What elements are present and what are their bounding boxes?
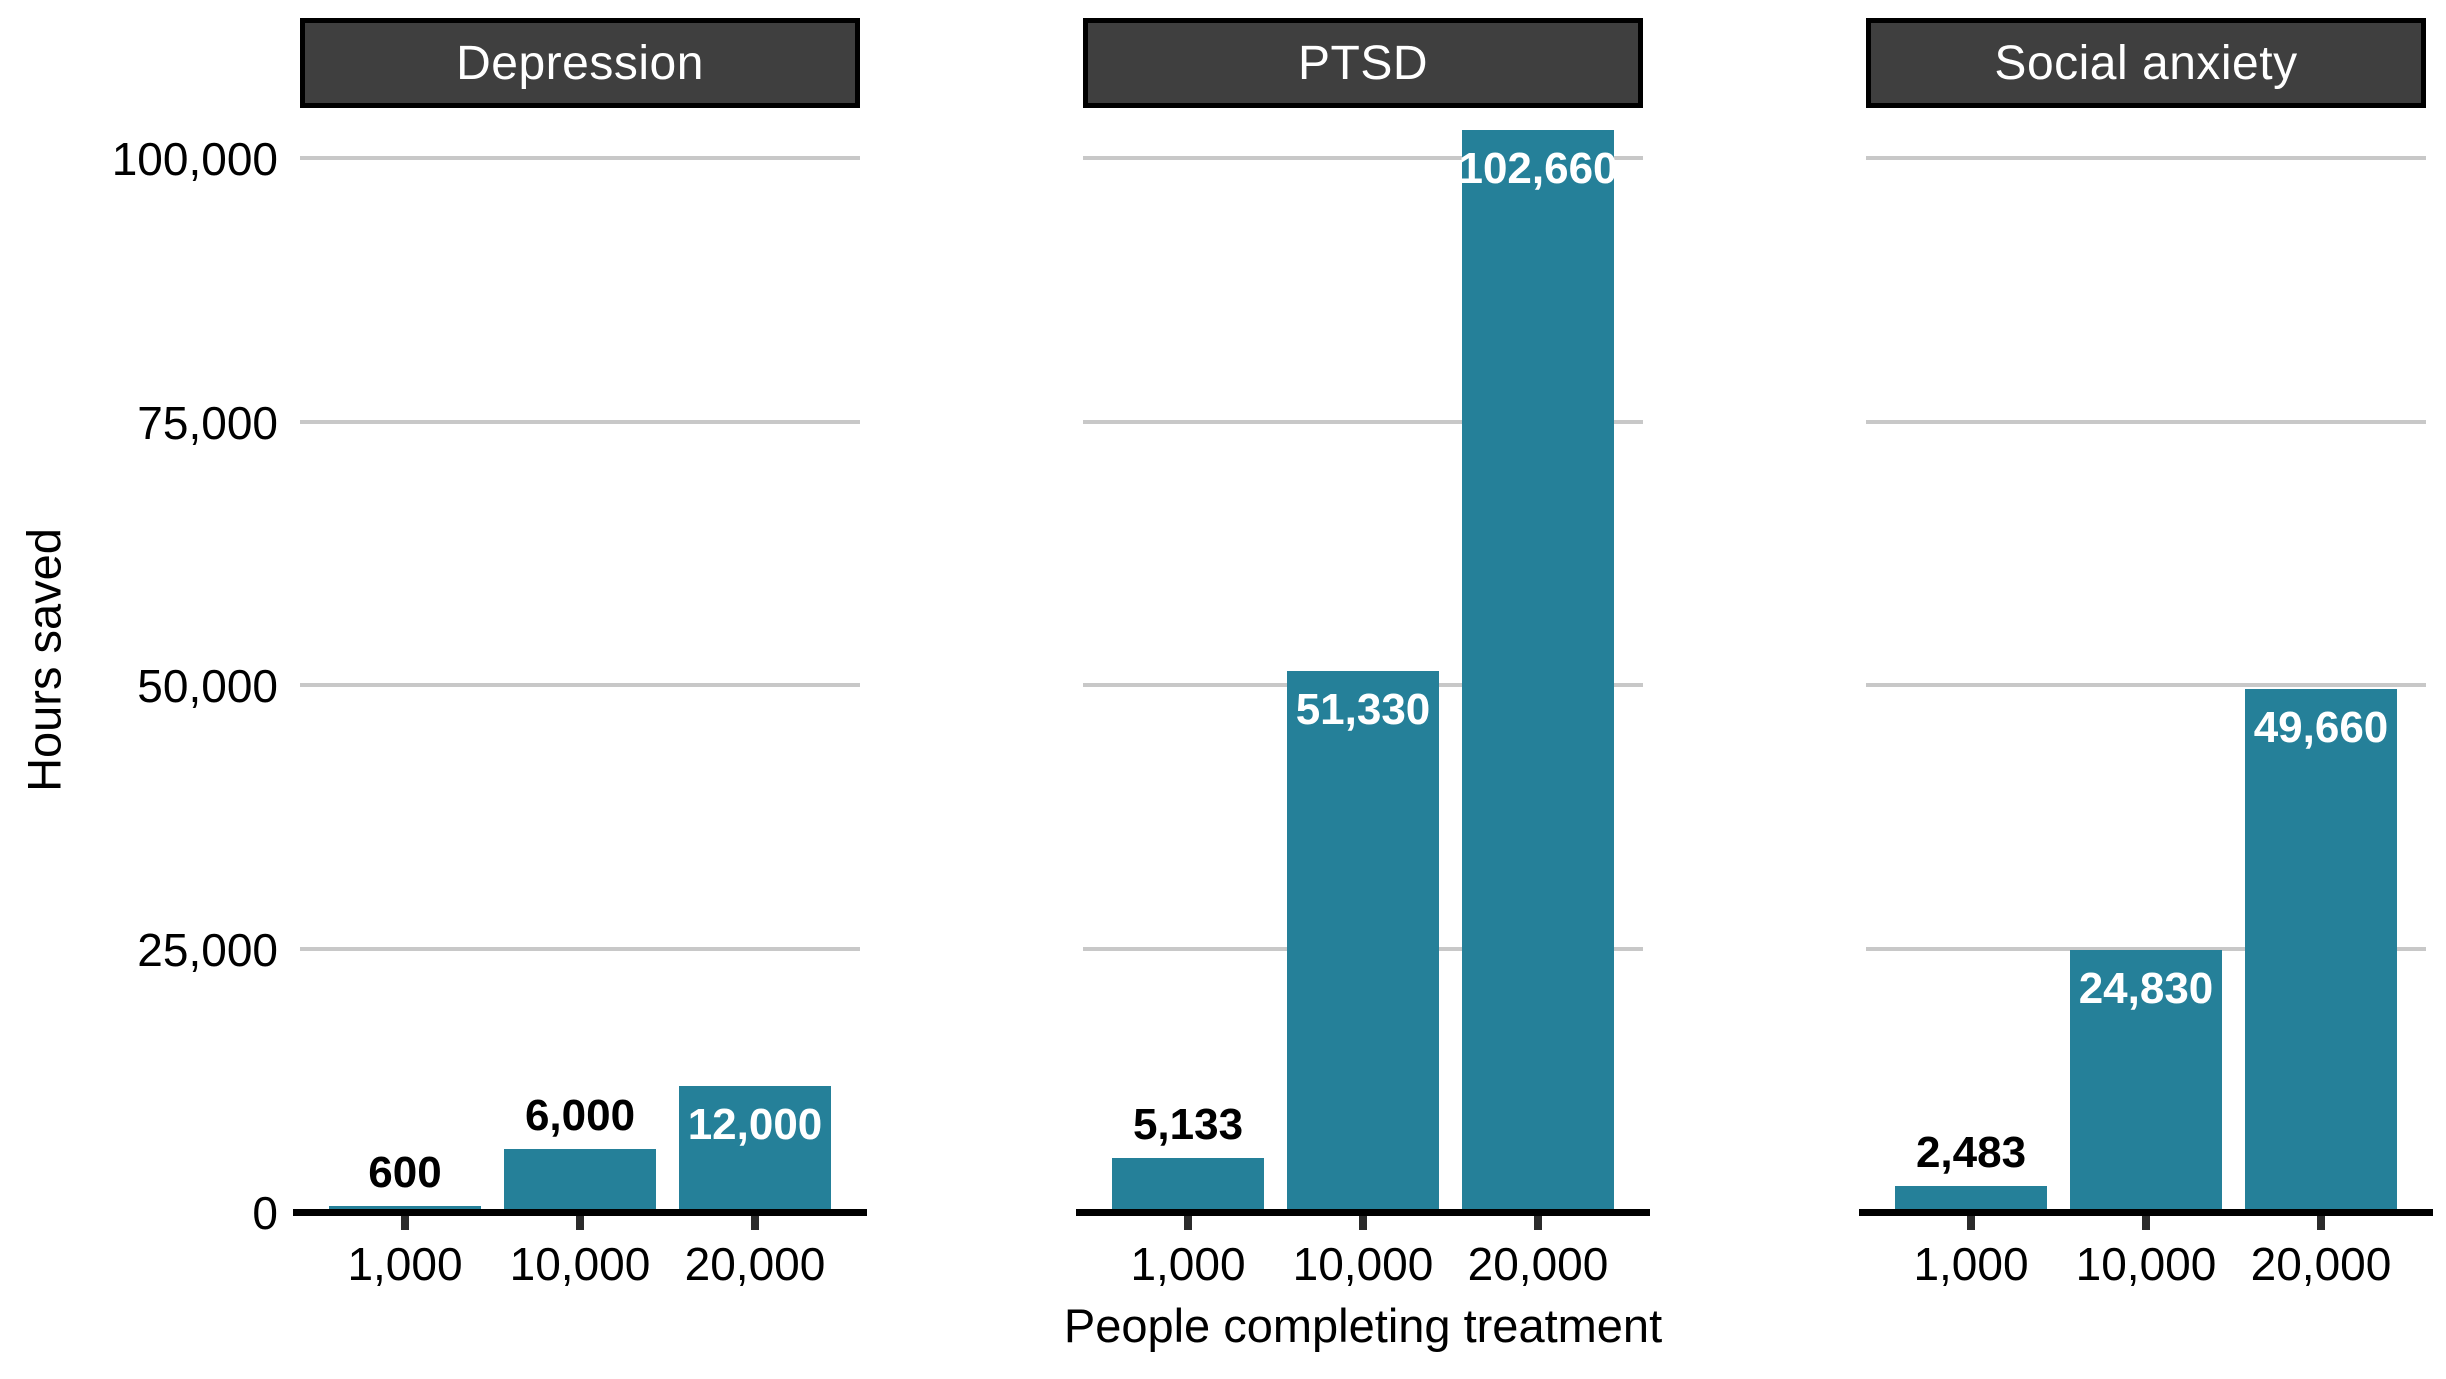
facet-plot-area: 600 6,000 12,000 [300, 108, 860, 1212]
x-tick-mark [2317, 1216, 2325, 1230]
x-tick-label: 20,000 [1467, 1238, 1609, 1290]
x-tick-label: 1,000 [347, 1238, 463, 1290]
bar [2245, 688, 2397, 1212]
bar [1112, 1157, 1264, 1212]
bar-value-label: 102,660 [1458, 143, 1618, 193]
bar [1462, 129, 1614, 1212]
x-tick-label: 1,000 [1130, 1238, 1246, 1290]
y-gridline [1866, 419, 2426, 424]
x-tick-label: 20,000 [684, 1238, 826, 1290]
bar-value-label: 6,000 [524, 1090, 636, 1140]
facet-strip: PTSD [1083, 18, 1643, 108]
x-tick-mark [1184, 1216, 1192, 1230]
x-tick-mark [576, 1216, 584, 1230]
x-tick-mark [1967, 1216, 1975, 1230]
x-tick-mark [2142, 1216, 2150, 1230]
x-axis-line [1859, 1209, 2433, 1216]
facet-plot-area: 5,133 51,330 102,660 [1083, 108, 1643, 1212]
y-gridline [1866, 683, 2426, 687]
bar [1895, 1185, 2047, 1212]
x-tick-mark [751, 1216, 759, 1230]
x-tick-mark [1534, 1216, 1542, 1230]
y-tick-label: 50,000 [137, 660, 278, 712]
bar [504, 1148, 656, 1212]
y-gridline [300, 419, 860, 424]
facet-plot-area: 2,483 24,830 49,660 [1866, 108, 2426, 1212]
bar [1287, 670, 1439, 1212]
bar-value-label: 12,000 [687, 1099, 823, 1149]
bar-value-label: 5,133 [1132, 1099, 1244, 1149]
bar [679, 1085, 831, 1212]
y-gridline [1083, 156, 1643, 160]
y-gridline [1866, 156, 2426, 160]
facet-strip-label: PTSD [1297, 36, 1428, 90]
facet-strip-label: Depression [456, 36, 704, 90]
x-axis-line [1076, 1209, 1650, 1216]
y-tick-label: 25,000 [137, 923, 278, 976]
x-tick-label: 10,000 [1292, 1238, 1434, 1290]
facet-strip: Social anxiety [1866, 18, 2426, 108]
bar-value-label: 24,830 [2078, 964, 2214, 1014]
y-tick-label: 75,000 [137, 396, 278, 449]
y-gridline [1083, 419, 1643, 424]
y-tick-label: 100,000 [111, 133, 278, 185]
facet-strip-label: Social anxiety [1994, 36, 2298, 90]
bar-value-label: 49,660 [2253, 702, 2389, 752]
y-tick-label: 0 [252, 1187, 278, 1239]
y-gridline [300, 946, 860, 951]
x-tick-label: 10,000 [2075, 1238, 2217, 1290]
x-tick-label: 10,000 [509, 1238, 651, 1290]
bar-value-label: 51,330 [1295, 684, 1431, 734]
x-tick-label: 1,000 [1913, 1238, 2029, 1290]
x-tick-label: 20,000 [2250, 1238, 2392, 1290]
y-gridline [1866, 946, 2426, 951]
y-gridline [300, 156, 860, 160]
bar [2070, 950, 2222, 1212]
x-axis-title: People completing treatment [1063, 1299, 1663, 1352]
y-gridline [300, 683, 860, 687]
x-tick-mark [1359, 1216, 1367, 1230]
bar-value-label: 2,483 [1915, 1127, 2027, 1177]
facet-strip: Depression [300, 18, 860, 108]
bar [329, 1205, 481, 1212]
x-tick-mark [401, 1216, 409, 1230]
x-axis-line [293, 1209, 867, 1216]
bar-value-label: 600 [368, 1147, 442, 1197]
